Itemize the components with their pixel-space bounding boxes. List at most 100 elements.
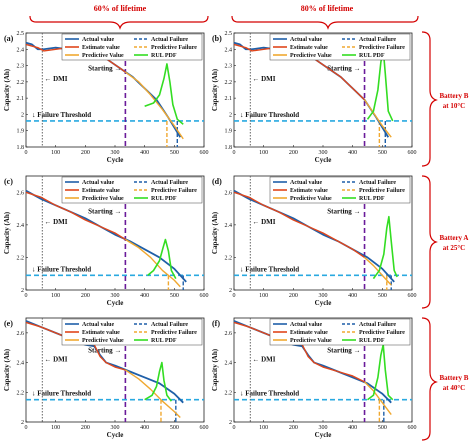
y-tick-label: 2 (21, 288, 24, 294)
battery-label-2a: Battery A (440, 234, 469, 242)
legend: Actual value Actual Failure Estimate value… (61, 33, 203, 61)
x-tick-label: 500 (170, 293, 179, 299)
failure-threshold-label: ↓ Failure Threshold (240, 111, 299, 119)
legend-entry: Actual Failure (359, 180, 396, 186)
x-tick-label: 400 (348, 425, 357, 431)
legend: Actual value Actual Failure Estimate value… (61, 318, 203, 346)
x-tick-label: 0 (233, 293, 236, 299)
x-axis-label: Cycle (315, 299, 332, 307)
y-axis-label: Capacity (Ah) (211, 211, 219, 254)
series-estimate-value (25, 191, 126, 241)
y-tick-label: 1.8 (225, 145, 233, 151)
panel-letter: (e) (4, 319, 13, 328)
legend-entry: Actual Failure (359, 322, 396, 328)
y-tick-label: 1.9 (17, 129, 25, 135)
legend-entry: Actual Failure (151, 37, 188, 43)
x-tick-label: 100 (51, 293, 60, 299)
legend-entry: Actual value (290, 180, 323, 186)
brace-left (29, 15, 209, 30)
series-rul-pdf (144, 361, 173, 402)
series-rul-pdf (372, 215, 398, 280)
panel-letter: (c) (4, 177, 13, 186)
x-tick-label: 200 (81, 150, 90, 156)
x-tick-label: 0 (233, 150, 236, 156)
x-tick-label: 600 (408, 425, 417, 431)
y-tick-label: 2 (229, 420, 232, 426)
dmi-label: ← DMI (44, 218, 67, 226)
series-predictive-value (363, 99, 392, 138)
x-tick-label: 600 (408, 293, 417, 299)
battery-label-3a: Battery B (440, 374, 469, 382)
legend-entry: Actual Failure (151, 322, 188, 328)
legend-entry: Predictive Failure (359, 188, 405, 194)
y-tick-label: 2.2 (17, 255, 25, 261)
chart-panel-f: (f) 0 100 200 300 400 500 600 2 2.2 2.4 2.6 Cycle Cap… (211, 317, 417, 439)
dmi-label: ← DMI (252, 356, 275, 364)
x-tick-label: 500 (170, 425, 179, 431)
failure-threshold-label: ↓ Failure Threshold (32, 111, 91, 119)
y-axis-label: Capacity (Ah) (3, 211, 11, 254)
x-tick-label: 200 (289, 425, 298, 431)
series-rul-pdf (144, 63, 184, 125)
y-tick-label: 2.4 (17, 361, 25, 367)
y-tick-label: 1.9 (225, 129, 233, 135)
x-tick-label: 300 (319, 293, 328, 299)
series-rul-pdf (367, 343, 394, 401)
x-tick-label: 200 (81, 293, 90, 299)
legend: Actual value Actual Failure Estimate value… (269, 318, 411, 346)
chart-panel-c: (c) 0 100 200 300 400 500 600 2 2.2 2.4 2.6 Cycle Cap… (3, 175, 209, 307)
starting-label: Starting → (88, 208, 121, 216)
x-tick-label: 0 (25, 150, 28, 156)
y-tick-label: 2.4 (17, 223, 25, 229)
x-tick-label: 100 (259, 293, 268, 299)
series-predictive-value (124, 369, 181, 419)
starting-label: Starting → (327, 65, 360, 73)
x-tick-label: 600 (408, 150, 417, 156)
x-tick-label: 300 (319, 150, 328, 156)
series-rul-pdf (147, 238, 177, 279)
y-tick-label: 2.2 (17, 390, 25, 396)
x-tick-label: 600 (200, 425, 209, 431)
x-tick-label: 100 (51, 150, 60, 156)
y-tick-label: 2.3 (17, 64, 25, 70)
legend: Actual value Actual Failure Estimate value… (269, 33, 411, 61)
y-tick-label: 2.6 (225, 190, 233, 196)
brace-row3 (421, 317, 438, 441)
y-axis-label: Capacity (Ah) (3, 68, 11, 111)
legend-entry: Estimate value (290, 45, 328, 51)
panel-letter: (a) (4, 34, 14, 43)
y-tick-label: 2.2 (17, 80, 25, 86)
y-axis-label: Capacity (Ah) (211, 68, 219, 111)
x-tick-label: 300 (111, 425, 120, 431)
legend-entry: Predictive Value (290, 53, 332, 59)
chart-panel-a: (a) 0 100 200 300 400 500 600 1.8 1.9 2 2.1 2.2 2.3 2.… (3, 31, 209, 164)
legend-entry: Predictive Value (290, 196, 332, 202)
x-tick-label: 400 (140, 150, 149, 156)
x-tick-label: 0 (25, 293, 28, 299)
legend-entry: Estimate value (82, 45, 120, 51)
x-tick-label: 500 (378, 150, 387, 156)
y-tick-label: 2.6 (225, 331, 233, 337)
legend-entry: RUL PDF (151, 196, 177, 202)
x-tick-label: 500 (170, 150, 179, 156)
y-tick-label: 2.2 (225, 390, 233, 396)
series-estimate-value (233, 321, 365, 383)
battery-label-1b: at 10°C (443, 102, 465, 110)
starting-label: Starting → (88, 65, 121, 73)
header-left: 60% of lifetime (94, 4, 147, 13)
dmi-label: ← DMI (44, 356, 67, 364)
panel-letter: (f) (212, 319, 220, 328)
x-tick-label: 400 (348, 293, 357, 299)
legend-entry: Estimate value (82, 330, 120, 336)
legend-box (61, 33, 203, 61)
x-tick-label: 400 (140, 425, 149, 431)
panel-letter: (d) (212, 177, 222, 186)
legend-entry: Actual value (290, 37, 323, 43)
x-tick-label: 500 (378, 293, 387, 299)
y-axis-label: Capacity (Ah) (3, 348, 11, 391)
legend-box (61, 318, 203, 346)
battery-label-3b: at 40°C (443, 384, 465, 392)
y-tick-label: 2.5 (17, 31, 25, 37)
legend-entry: Predictive Value (82, 196, 124, 202)
chart-panel-d: (d) 0 100 200 300 400 500 600 2 2.2 2.4 2.6 Cycle Cap… (211, 175, 417, 307)
